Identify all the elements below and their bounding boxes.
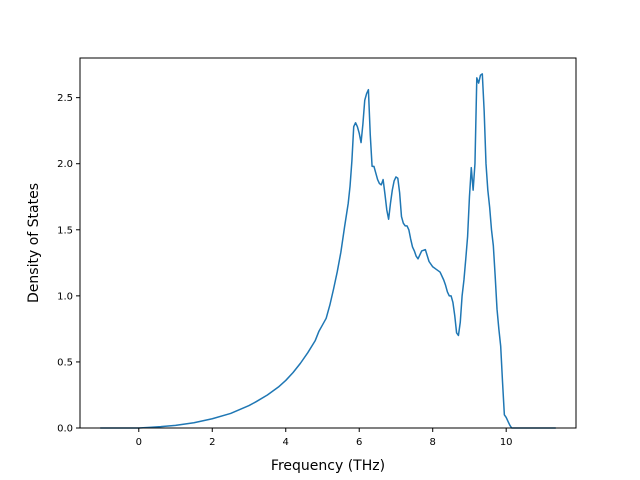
y-tick-label: 2.5 [57, 93, 73, 104]
plot-frame [79, 57, 577, 429]
x-tick-label: 4 [283, 437, 289, 448]
y-ticks: 0.0 0.5 1.0 1.5 2.0 2.5 [57, 93, 80, 435]
series-layer [100, 73, 556, 429]
x-axis-label: Frequency (THz) [271, 458, 385, 474]
dos-series-line-0 [100, 73, 556, 429]
x-tick-label: 0 [136, 437, 142, 448]
y-tick-label: 2.0 [57, 159, 73, 170]
x-tick-label: 10 [500, 437, 513, 448]
y-axis-label: Density of States [26, 183, 42, 303]
x-tick-label: 8 [430, 437, 436, 448]
y-tick-label: 0.0 [57, 424, 73, 435]
x-tick-label: 6 [356, 437, 362, 448]
y-tick-label: 1.0 [57, 291, 73, 302]
y-tick-label: 1.5 [57, 225, 73, 236]
x-tick-label: 2 [209, 437, 215, 448]
x-ticks: 0 2 4 6 8 10 [136, 428, 513, 448]
y-tick-label: 0.5 [57, 357, 73, 368]
